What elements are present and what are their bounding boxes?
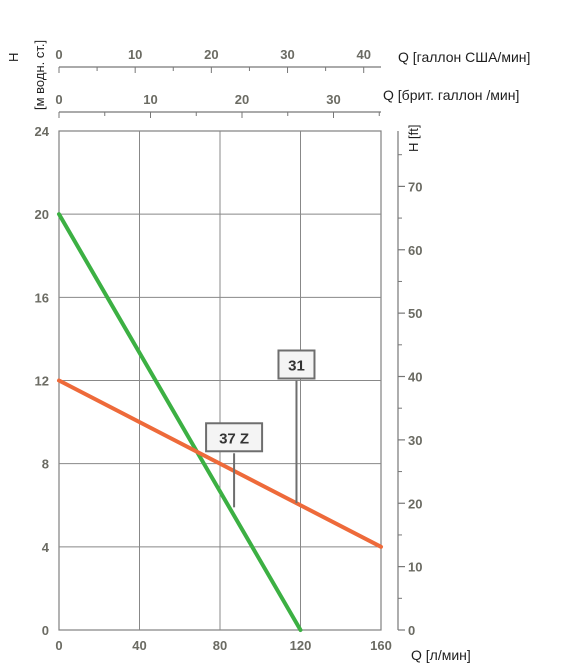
- ft-tick-label: 60: [408, 243, 422, 258]
- x-tick-label: 80: [213, 638, 227, 653]
- annotation-label: 37 Z: [219, 430, 249, 447]
- uk-tick-label: 20: [235, 92, 249, 107]
- ft-tick-label: 0: [408, 623, 415, 638]
- ft-tick-label: 70: [408, 179, 422, 194]
- x-tick-label: 120: [290, 638, 312, 653]
- y-tick-label: 0: [42, 623, 49, 638]
- ft-tick-label: 10: [408, 560, 422, 575]
- annotations: 37 Z 31: [205, 349, 316, 508]
- secondary-y-axis-label: H [ft]: [406, 125, 421, 152]
- x-axis-label: Q [л/мин]: [411, 647, 471, 663]
- us-tick-label: 40: [356, 47, 370, 62]
- y-axis-label-line2: [м водн. ст.]: [32, 40, 47, 110]
- us-tick-label: 20: [204, 47, 218, 62]
- annotation-label: 31: [288, 358, 305, 375]
- uk-tick-label: 30: [326, 92, 340, 107]
- us-tick-label: 10: [128, 47, 142, 62]
- us-tick-label: 30: [280, 47, 294, 62]
- ft-tick-label: 30: [408, 433, 422, 448]
- annotation-box: [277, 349, 316, 380]
- top-axes: [58, 66, 381, 118]
- right-axis: [397, 131, 405, 631]
- x-tick-label: 0: [55, 638, 62, 653]
- ft-tick-label: 20: [408, 496, 422, 511]
- uk-tick-label: 10: [143, 92, 157, 107]
- ft-tick-label: 40: [408, 370, 422, 385]
- curve-37z: [57, 212, 303, 632]
- y-tick-label: 12: [35, 374, 49, 389]
- y-tick-label: 20: [35, 207, 49, 222]
- x-tick-label: 40: [132, 638, 146, 653]
- y-tick-label: 4: [42, 540, 50, 555]
- us-tick-label: 0: [55, 47, 62, 62]
- annotation-box: [205, 422, 264, 453]
- y-tick-label: 24: [35, 124, 50, 139]
- y-tick-label: 16: [35, 290, 49, 305]
- series: [57, 212, 383, 632]
- uk-tick-label: 0: [55, 92, 62, 107]
- curve-31: [57, 378, 383, 549]
- x-tick-label: 160: [370, 638, 392, 653]
- top-axis-1-label: Q [галлон США/мин]: [398, 49, 530, 65]
- grid: [58, 130, 382, 631]
- top-axis-2-label: Q [брит. галлон /мин]: [383, 87, 519, 103]
- ft-tick-label: 50: [408, 306, 422, 321]
- tick-labels: 0 40 80 120 160 0 4 8 12 16 20 24 0 10 20 30 40 50 60 70 0 10…: [35, 47, 423, 653]
- y-tick-label: 8: [42, 457, 49, 472]
- y-axis-label-line1: H: [6, 53, 21, 62]
